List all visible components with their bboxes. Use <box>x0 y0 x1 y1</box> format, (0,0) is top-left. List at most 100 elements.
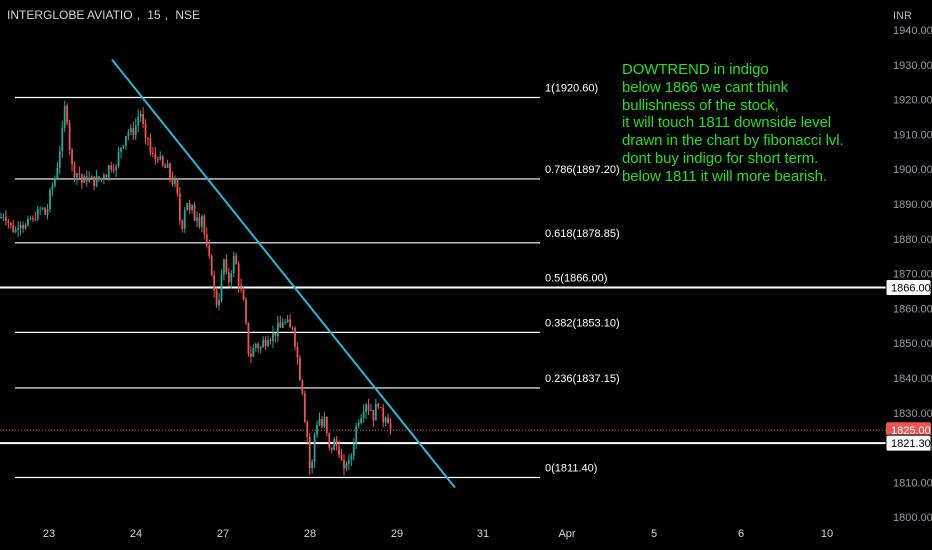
candle-body <box>85 176 88 182</box>
candle-body <box>308 436 311 469</box>
candle-body <box>205 234 208 246</box>
fib-level-label: 0.786(1897.20) <box>545 164 620 176</box>
candle-body <box>350 456 353 460</box>
candle-body <box>154 153 157 160</box>
candle-body <box>357 422 360 426</box>
candle-body <box>252 348 255 357</box>
candle-body <box>348 459 350 464</box>
candle-body <box>313 434 316 462</box>
candle-body <box>274 333 277 337</box>
candle-body <box>137 116 140 126</box>
candle-body <box>56 167 59 179</box>
y-tick-label: 1930.00 <box>893 60 932 72</box>
analysis-note-line: bullishness of the stock, <box>622 96 779 114</box>
candle-body <box>22 224 24 229</box>
interval-separator: , <box>136 8 140 22</box>
candle-body <box>159 156 162 160</box>
candle-body <box>330 447 333 451</box>
candle-body <box>343 460 345 469</box>
symbol-header[interactable]: INTERGLOBE AVIATIO, 15, NSE <box>7 8 204 22</box>
candle-body <box>210 255 213 276</box>
candle-body <box>245 299 247 323</box>
x-tick-label: 28 <box>304 528 316 540</box>
x-tick-label: 24 <box>130 528 142 540</box>
symbol-exchange: NSE <box>175 8 201 22</box>
candle-body <box>80 174 83 183</box>
candle-body <box>232 255 235 274</box>
candle-body <box>2 216 5 218</box>
candle-body <box>374 404 377 421</box>
interval-separator-2: , <box>164 8 168 22</box>
x-tick-label: 10 <box>821 528 833 540</box>
candle-body <box>235 255 238 265</box>
x-tick-label: 6 <box>738 528 744 540</box>
candle-body <box>321 419 323 427</box>
candle-body <box>110 165 113 170</box>
candle-body <box>237 264 240 286</box>
candle-body <box>257 343 260 349</box>
candle-body <box>181 220 184 229</box>
candle-body <box>83 176 86 183</box>
candle-body <box>264 339 267 347</box>
candle-body <box>272 333 274 342</box>
candle-body <box>225 259 228 273</box>
candle-body <box>269 340 272 342</box>
analysis-note-line: it will touch 1811 downside level <box>622 114 832 132</box>
candle-body <box>51 185 54 191</box>
candle-body <box>174 179 176 185</box>
y-tick-label: 1850.00 <box>893 338 932 350</box>
candle-body <box>19 224 22 229</box>
x-tick-label: 31 <box>477 528 489 540</box>
candle-body <box>389 423 392 430</box>
candle-body <box>115 166 118 171</box>
candle-body <box>27 218 29 226</box>
candle-body <box>54 178 56 186</box>
candle-body <box>68 122 71 150</box>
candle-body <box>286 319 289 323</box>
x-tick-label: Apr <box>558 528 575 540</box>
candle-body <box>9 222 12 226</box>
candle-body <box>362 411 365 418</box>
symbol-name: INTERGLOBE AVIATIO <box>7 8 133 22</box>
candle-body <box>284 322 287 324</box>
candle-body <box>164 165 167 169</box>
candle-body <box>93 176 95 187</box>
candle-body <box>352 444 355 457</box>
candle-body <box>149 138 152 153</box>
candle-body <box>340 454 343 461</box>
y-tick-label: 1910.00 <box>893 129 932 141</box>
candle-body <box>208 245 211 256</box>
fib-level-label: 0(1811.40) <box>545 463 597 475</box>
candle-body <box>166 163 169 169</box>
candle-body <box>122 145 125 148</box>
candle-body <box>355 425 358 445</box>
candle-body <box>0 217 2 219</box>
candle-body <box>66 105 69 123</box>
candle-body <box>105 174 108 178</box>
candle-body <box>254 343 257 349</box>
candle-body <box>78 173 81 175</box>
candle-body <box>306 422 309 437</box>
candle-body <box>203 216 206 235</box>
candle-body <box>279 322 282 328</box>
candle-body <box>134 125 137 135</box>
candle-body <box>360 417 363 423</box>
fib-level-label: 0.5(1866.00) <box>545 273 607 285</box>
candle-body <box>213 275 216 291</box>
candle-body <box>215 290 218 306</box>
candle-body <box>365 404 367 412</box>
candle-body <box>193 205 196 221</box>
currency-label[interactable]: INR <box>893 10 912 22</box>
candle-body <box>24 225 27 229</box>
y-tick-label: 1840.00 <box>893 373 932 385</box>
candle-body <box>161 156 164 166</box>
y-tick-label: 1830.00 <box>893 408 932 420</box>
candle-body <box>142 114 144 125</box>
candle-body <box>387 417 389 424</box>
candle-body <box>296 346 299 358</box>
price-tag-label: 1866.00 <box>891 283 931 295</box>
candle-body <box>169 163 171 178</box>
y-tick-label: 1870.00 <box>893 269 932 281</box>
candle-body <box>299 357 301 381</box>
